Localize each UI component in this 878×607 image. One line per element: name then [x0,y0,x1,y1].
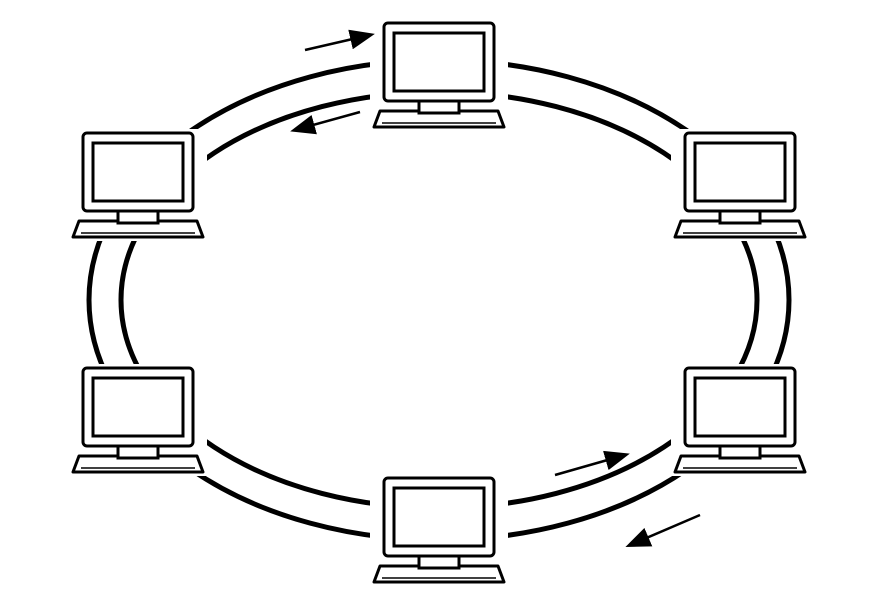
computer-icon [675,368,805,472]
computer-icon [374,478,504,582]
computer-icon [73,368,203,472]
computer-icon [73,133,203,237]
computer-icon [374,23,504,127]
computer-icon [675,133,805,237]
ring-network-diagram [0,0,878,607]
flow-arrow [630,515,700,545]
flow-arrow [305,35,370,50]
